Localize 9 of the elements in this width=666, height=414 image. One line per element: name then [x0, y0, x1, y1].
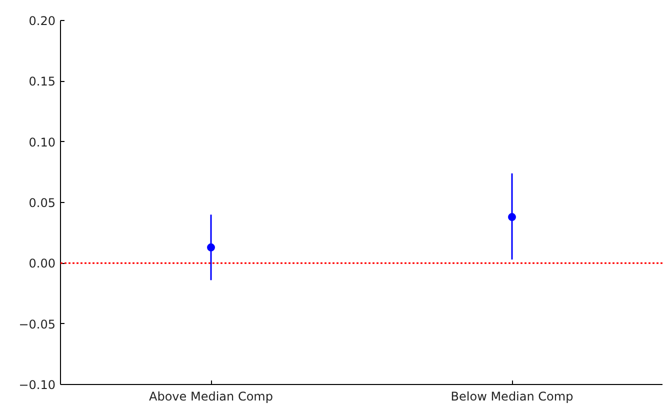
- y-tick-label: 0.00: [28, 256, 56, 271]
- y-tick-label: 0.15: [28, 74, 56, 89]
- x-tick-label: Above Median Comp: [149, 390, 273, 404]
- y-tick-label: 0.10: [28, 135, 56, 150]
- y-tick-label: 0.20: [28, 14, 56, 28]
- y-tick-label: −0.05: [18, 317, 56, 332]
- y-tick-label: −0.10: [18, 378, 56, 392]
- x-tick-label: Below Median Comp: [450, 390, 574, 404]
- y-tick-label: 0.05: [28, 196, 56, 210]
